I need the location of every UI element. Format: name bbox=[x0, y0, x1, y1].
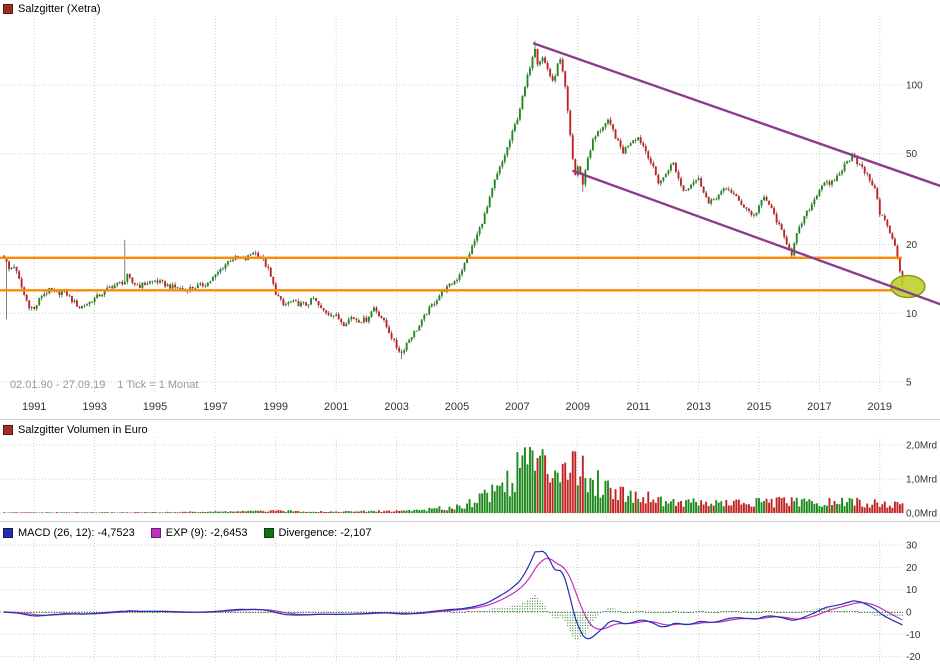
divergence-value-label: Divergence: -2,107 bbox=[278, 527, 372, 539]
volume-bars bbox=[3, 446, 904, 513]
axis-tick-label: 2003 bbox=[384, 401, 408, 413]
volume-series-label: Salzgitter Volumen in Euro bbox=[18, 424, 148, 436]
date-range-text: 02.01.90 - 27.09.19 bbox=[10, 379, 106, 391]
exp-legend-item: EXP (9): -2,6453 bbox=[150, 527, 248, 539]
axis-tick-label: -20 bbox=[906, 652, 921, 663]
price-series-swatch bbox=[3, 4, 13, 14]
gridlines bbox=[0, 16, 902, 661]
macd-legend: MACD (26, 12): -4,7523 EXP (9): -2,6453 … bbox=[3, 527, 387, 539]
axis-tick-label: 2017 bbox=[807, 401, 831, 413]
axis-tick-label: 1993 bbox=[82, 401, 106, 413]
axis-tick-label: 20 bbox=[906, 563, 918, 574]
exp-value-label: EXP (9): -2,6453 bbox=[165, 527, 248, 539]
axis-tick-label: 2009 bbox=[566, 401, 590, 413]
axis-tick-label: 0,0Mrd bbox=[906, 509, 937, 520]
price-series-legend: Salzgitter (Xetra) bbox=[3, 3, 101, 15]
macd-swatch bbox=[3, 528, 13, 538]
axis-tick-label: 1,0Mrd bbox=[906, 475, 937, 486]
price-series-label: Salzgitter (Xetra) bbox=[18, 3, 101, 15]
tick-interval-text: 1 Tick = 1 Monat bbox=[117, 379, 199, 391]
divergence-swatch bbox=[263, 528, 274, 538]
panel-separators bbox=[0, 419, 940, 522]
axis-tick-label: 2013 bbox=[686, 401, 710, 413]
volume-legend: Salzgitter Volumen in Euro bbox=[3, 424, 148, 436]
axis-tick-label: 50 bbox=[906, 149, 918, 160]
exp-signal-line bbox=[4, 557, 903, 630]
axis-labels: 10050201052,0Mrd1,0Mrd0,0Mrd3020100-10-2… bbox=[22, 81, 937, 664]
axis-tick-label: 1991 bbox=[22, 401, 46, 413]
axis-tick-label: 20 bbox=[906, 240, 918, 251]
axis-tick-label: 2011 bbox=[626, 401, 650, 413]
axis-tick-label: 30 bbox=[906, 541, 918, 552]
divergence-legend-item: Divergence: -2,107 bbox=[263, 527, 372, 539]
axis-tick-label: 1997 bbox=[203, 401, 227, 413]
axis-tick-label: 2005 bbox=[445, 401, 469, 413]
axis-tick-label: 10 bbox=[906, 309, 918, 320]
axis-tick-label: 100 bbox=[906, 81, 923, 92]
axis-tick-label: 5 bbox=[906, 377, 912, 388]
exp-swatch bbox=[150, 528, 161, 538]
highlight-ellipse-annotation bbox=[890, 274, 926, 299]
axis-tick-label: 10 bbox=[906, 585, 918, 596]
axis-tick-label: 1995 bbox=[143, 401, 167, 413]
volume-series-swatch bbox=[3, 425, 13, 435]
annotations bbox=[0, 42, 940, 306]
axis-tick-label: -10 bbox=[906, 630, 921, 641]
axis-tick-label: 2,0Mrd bbox=[906, 441, 937, 452]
macd-line bbox=[3, 550, 903, 640]
axis-tick-label: 2007 bbox=[505, 401, 529, 413]
macd-panel bbox=[0, 550, 903, 640]
date-range-label: 02.01.90 - 27.09.19 1 Tick = 1 Monat bbox=[10, 379, 210, 391]
axis-tick-label: 0 bbox=[906, 608, 912, 619]
axis-tick-label: 2001 bbox=[324, 401, 348, 413]
macd-value-label: MACD (26, 12): -4,7523 bbox=[18, 527, 135, 539]
macd-legend-item: MACD (26, 12): -4,7523 bbox=[3, 527, 135, 539]
axis-tick-label: 2019 bbox=[868, 401, 892, 413]
axis-tick-label: 1999 bbox=[264, 401, 288, 413]
axis-tick-label: 2015 bbox=[747, 401, 771, 413]
candlesticks bbox=[3, 40, 904, 360]
